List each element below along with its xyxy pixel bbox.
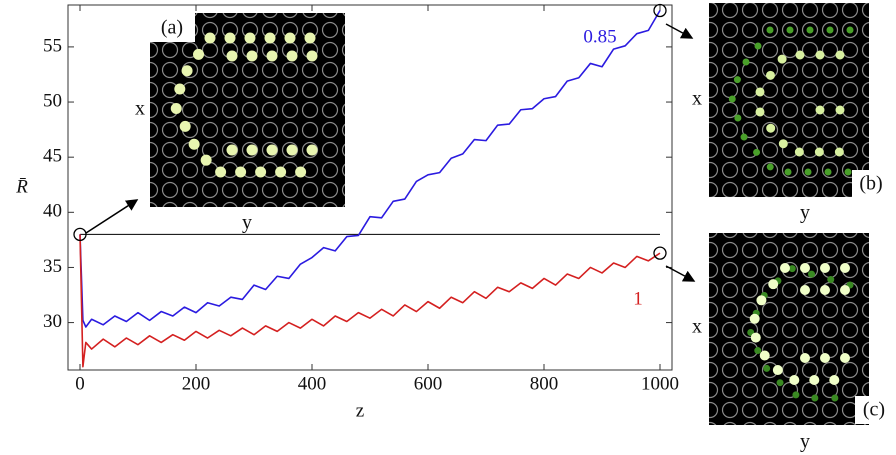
series-line [80,234,660,366]
inset-y-label: y [242,212,252,234]
arrow [666,266,694,281]
x-axis-label: z [356,400,364,421]
inset-x-label: x [135,98,145,120]
y-tick-label: 35 [43,256,62,277]
y-tick-label: 50 [43,90,62,111]
x-tick-label: 1000 [641,373,679,394]
series-label: 0.85 [583,26,616,47]
marker-circle [654,247,666,259]
x-tick-label: 600 [414,373,443,394]
arrow [86,200,137,233]
inset-label: (b) [859,173,882,195]
y-tick-label: 55 [43,35,62,56]
plot: 0 200 400 600 800 1000 30 35 40 45 50 55 [43,5,679,395]
inset-c: (c) x y [692,233,893,453]
x-tick-label: 400 [298,373,327,394]
x-tick-label: 800 [530,373,559,394]
y-tick-label: 45 [43,146,62,167]
figure: 02004006008001000303540455055 z R̄ 0.85 … [0,0,896,455]
y-axis-label: R̄ [15,176,28,197]
inset-a: (a) x y [135,13,345,234]
series-label: 1 [633,288,643,309]
inset-y-label: y [800,202,810,224]
inset-grid [709,233,869,425]
x-tick-label: 200 [182,373,211,394]
inset-y-label: y [800,431,810,453]
x-tick-label: 0 [75,373,85,394]
arrow [666,24,692,38]
inset-label: (c) [863,399,885,421]
inset-label: (a) [161,17,183,39]
inset-x-label: x [692,316,702,338]
y-tick-label: 30 [43,311,62,332]
y-tick-label: 40 [43,201,62,222]
inset-b: (b) x y [692,3,890,224]
inset-x-label: x [692,88,702,110]
